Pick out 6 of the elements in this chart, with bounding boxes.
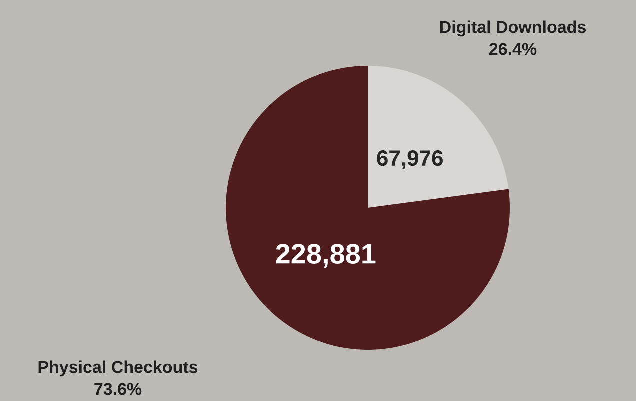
data-label: 67,976 — [377, 150, 443, 170]
text: 73.6% — [94, 383, 142, 396]
data-label: 228,881 — [276, 244, 376, 268]
slice-label: Physical Checkouts — [38, 360, 198, 377]
slice-label: Digital Downloads — [440, 20, 586, 37]
text: 26.4% — [490, 43, 537, 56]
